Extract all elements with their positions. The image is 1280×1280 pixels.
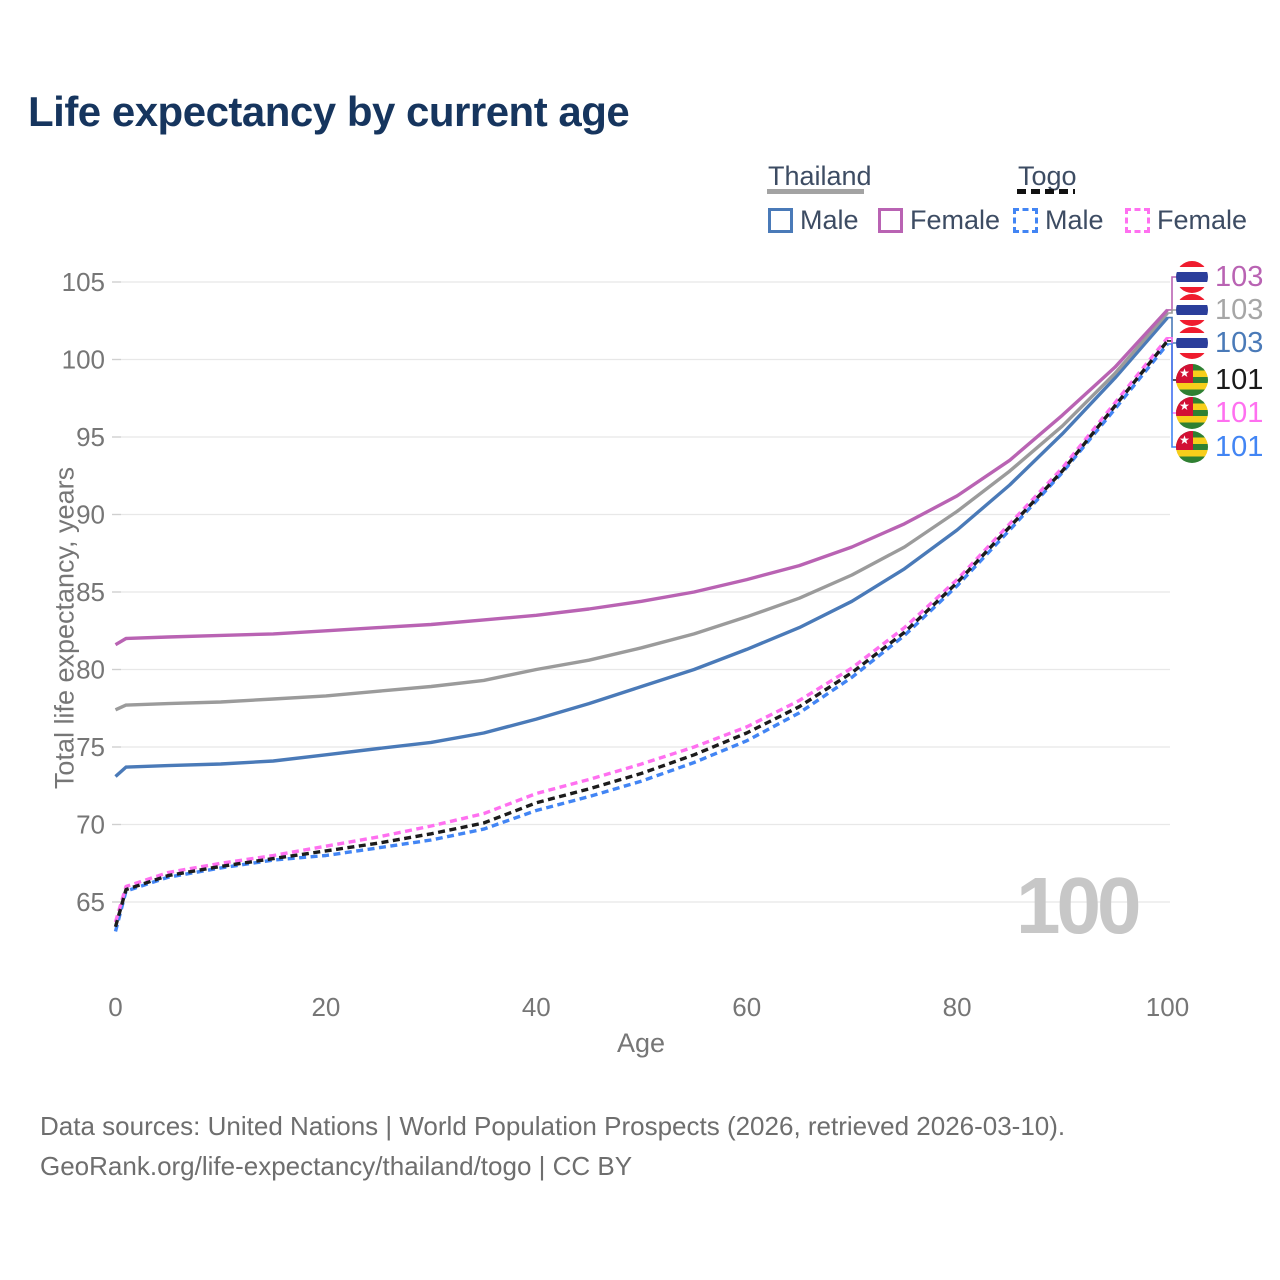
x-axis-title: Age — [616, 1028, 666, 1058]
leader-line-th-both — [1167, 309, 1176, 314]
y-tick-label: 100 — [62, 345, 105, 375]
end-label-value: 103 — [1215, 294, 1264, 326]
end-label-row-tg-female: ★ 101 — [1176, 397, 1263, 429]
thailand-flag-icon — [1176, 261, 1208, 293]
series-line-tg-male — [113, 342, 1169, 932]
y-tick-label: 105 — [62, 267, 105, 297]
togo-female-swatch-icon — [1125, 208, 1150, 233]
end-label-value: 101 — [1215, 397, 1264, 429]
y-tick-label: 80 — [76, 655, 105, 685]
legend-item-thailand-female[interactable]: Female — [878, 205, 1000, 236]
togo-flag-icon: ★ — [1176, 397, 1208, 429]
togo-dashed-line-swatch — [1017, 189, 1075, 194]
leader-line-th-male — [1167, 316, 1176, 344]
thailand-flag-icon — [1176, 294, 1208, 326]
y-tick-label: 95 — [76, 422, 105, 452]
x-tick-label: 40 — [522, 992, 551, 1022]
y-tick-label: 65 — [76, 887, 105, 917]
thailand-flag-icon — [1176, 327, 1208, 359]
y-tick-label: 70 — [76, 810, 105, 840]
legend-label: Male — [1045, 205, 1104, 235]
legend-country-thailand: Thailand — [768, 161, 872, 191]
footer-attribution: GeoRank.org/life-expectancy/thailand/tog… — [40, 1151, 633, 1181]
legend-label: Male — [800, 205, 859, 235]
series-line-th-female — [114, 308, 1169, 647]
legend-label: Female — [1157, 205, 1248, 235]
series-line-th-both — [114, 311, 1169, 712]
footer: Data sources: United Nations | World Pop… — [40, 1106, 1065, 1186]
togo-flag-icon: ★ — [1176, 364, 1208, 396]
x-tick-label: 60 — [732, 992, 761, 1022]
y-tick-label: 75 — [76, 732, 105, 762]
togo-canton: ★ — [1176, 364, 1193, 383]
x-tick-label: 100 — [1146, 992, 1189, 1022]
togo-star-icon: ★ — [1179, 399, 1190, 413]
thailand-male-swatch-icon — [768, 208, 793, 233]
series-line-tg-both — [113, 339, 1169, 928]
x-tick-label: 0 — [108, 992, 122, 1022]
x-tick-label: 20 — [311, 992, 340, 1022]
end-label-row-th-female: 103 — [1176, 261, 1263, 293]
togo-star-icon: ★ — [1179, 366, 1190, 380]
end-label-row-th-both: 103 — [1176, 294, 1263, 326]
end-label-row-tg-male: ★ 101 — [1176, 431, 1263, 463]
togo-canton: ★ — [1176, 431, 1193, 450]
series-line-tg-female — [113, 336, 1169, 923]
page-title: Life expectancy by current age — [28, 88, 630, 135]
series-line-th-male — [114, 316, 1169, 778]
legend-item-togo-male[interactable]: Male — [1013, 205, 1104, 236]
togo-star-icon: ★ — [1179, 433, 1190, 447]
leader-line-tg-male — [1167, 343, 1176, 448]
thailand-solid-line-swatch — [767, 189, 864, 194]
x-tick-label: 80 — [943, 992, 972, 1022]
legend-label: Female — [910, 205, 1001, 235]
end-label-value: 103 — [1215, 327, 1264, 359]
togo-canton: ★ — [1176, 397, 1193, 416]
footer-data-sources: Data sources: United Nations | World Pop… — [40, 1111, 1066, 1141]
end-label-value: 103 — [1215, 261, 1264, 293]
y-tick-label: 90 — [76, 500, 105, 530]
watermark-age-100: 100 — [1016, 861, 1142, 950]
legend-country-togo: Togo — [1018, 161, 1077, 191]
legend-item-thailand-male[interactable]: Male — [768, 205, 859, 236]
end-label-row-th-male: 103 — [1176, 327, 1263, 359]
leader-line-th-female — [1167, 276, 1176, 311]
end-label-value: 101 — [1215, 364, 1264, 396]
togo-flag-icon: ★ — [1176, 431, 1208, 463]
legend-item-togo-female[interactable]: Female — [1125, 205, 1247, 236]
togo-male-swatch-icon — [1013, 208, 1038, 233]
end-label-row-tg-both: ★ 101 — [1176, 364, 1263, 396]
y-tick-label: 85 — [76, 577, 105, 607]
end-label-value: 101 — [1215, 431, 1264, 463]
thailand-female-swatch-icon — [878, 208, 903, 233]
